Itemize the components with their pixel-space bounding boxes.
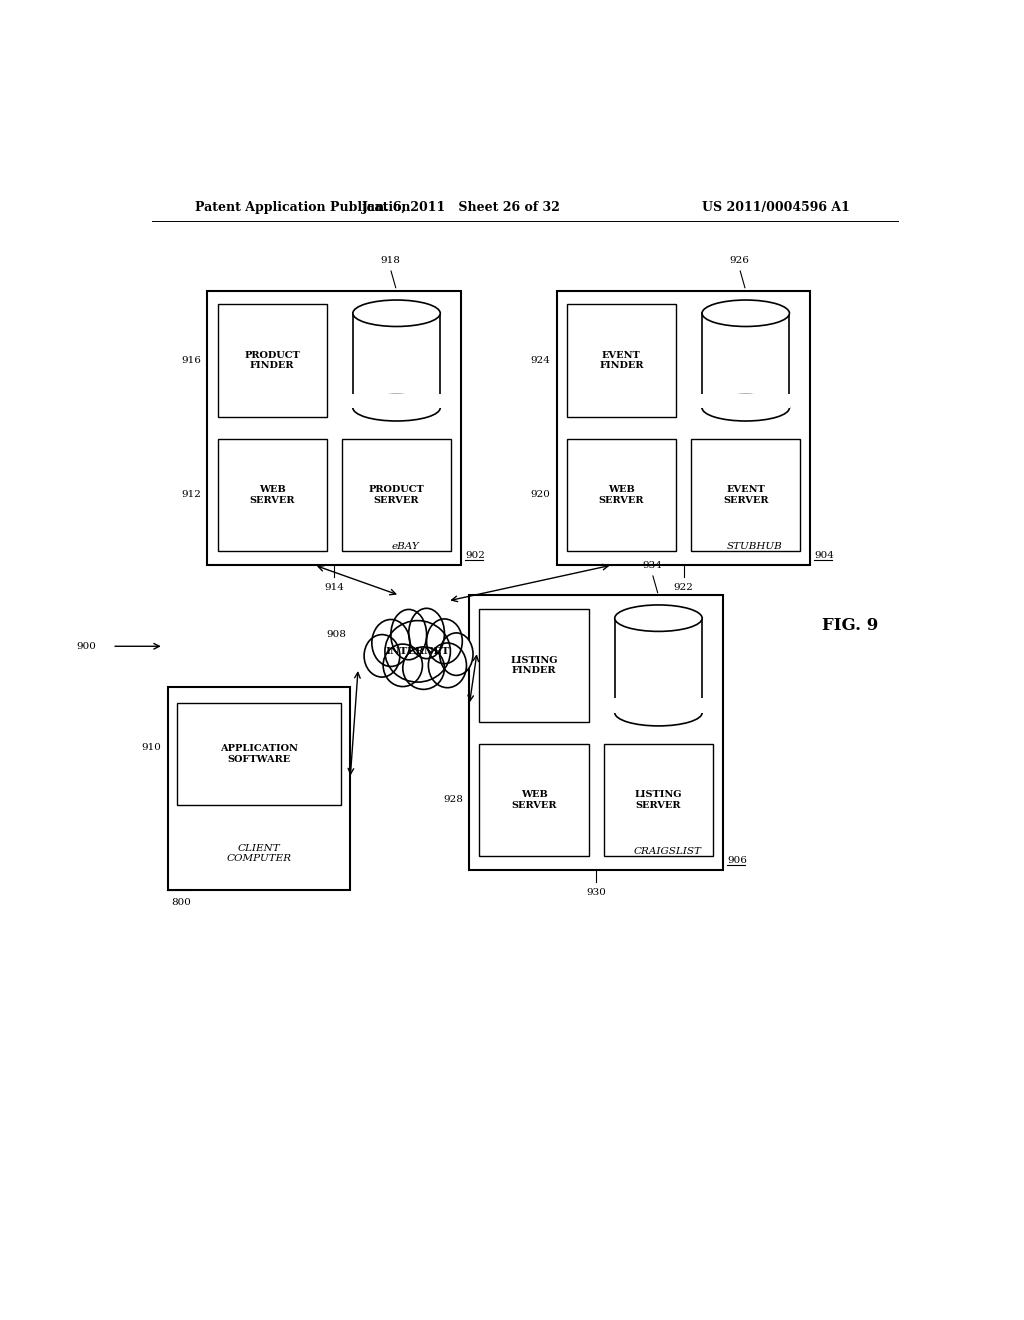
Bar [479,609,589,722]
Text: 916: 916 [181,356,201,366]
Text: 900: 900 [77,642,96,651]
Ellipse shape [702,395,790,421]
Ellipse shape [385,620,451,682]
Text: 918: 918 [380,256,400,265]
Bar [614,618,702,713]
Text: US 2011/0004596 A1: US 2011/0004596 A1 [702,201,850,214]
Text: LISTING
FINDER: LISTING FINDER [510,656,558,675]
Text: eBAY: eBAY [391,543,419,552]
Bar [217,438,327,552]
Bar [557,290,811,565]
Text: 930: 930 [587,888,606,898]
Text: 914: 914 [325,583,344,593]
Text: 934: 934 [642,561,663,570]
Text: CRAIGSLIST: CRAIGSLIST [634,847,701,857]
Text: EVENT
FINDER: EVENT FINDER [599,351,643,370]
Ellipse shape [391,610,427,660]
Text: Jan. 6, 2011   Sheet 26 of 32: Jan. 6, 2011 Sheet 26 of 32 [361,201,561,214]
Ellipse shape [383,644,423,686]
Ellipse shape [439,632,473,676]
Bar [691,438,801,552]
Bar [353,313,440,408]
Ellipse shape [427,619,462,664]
Text: 910: 910 [141,743,162,752]
Bar [177,704,341,805]
Text: PRODUCT
SERVER: PRODUCT SERVER [369,486,424,504]
Bar [701,393,791,408]
Ellipse shape [428,643,467,688]
Text: WEB
SERVER: WEB SERVER [250,486,295,504]
Bar [469,595,723,870]
Text: WEB
SERVER: WEB SERVER [511,791,557,809]
Bar [604,743,713,857]
Bar [168,686,350,890]
Bar [566,304,676,417]
Text: LISTING
SERVER: LISTING SERVER [635,791,682,809]
Text: CATEGORY
DATABASE: CATEGORY DATABASE [369,351,425,370]
Text: 902: 902 [465,550,485,560]
Text: PRODUCT
FINDER: PRODUCT FINDER [245,351,300,370]
Ellipse shape [353,300,440,326]
Text: 920: 920 [530,491,550,499]
Ellipse shape [365,635,399,677]
Bar [352,393,441,408]
Text: CATEGORY
DATABASE: CATEGORY DATABASE [718,351,774,370]
Text: 924: 924 [530,356,550,366]
Text: CATEGORY
DATABASE: CATEGORY DATABASE [630,656,687,675]
Text: APPLICATION
SOFTWARE: APPLICATION SOFTWARE [220,744,298,764]
Text: 906: 906 [727,855,748,865]
Bar [217,304,327,417]
Text: 932: 932 [443,661,463,671]
Text: Patent Application Publication: Patent Application Publication [196,201,411,214]
Text: FIG. 9: FIG. 9 [822,618,879,635]
Text: EVENT
SERVER: EVENT SERVER [723,486,768,504]
Text: 800: 800 [172,899,191,907]
Ellipse shape [614,700,702,726]
Bar [614,698,702,713]
Ellipse shape [402,647,444,689]
Text: 922: 922 [674,583,693,593]
Ellipse shape [614,605,702,631]
Text: 926: 926 [729,256,750,265]
Text: INTERNET: INTERNET [386,647,450,656]
Text: 912: 912 [181,491,201,499]
Ellipse shape [409,609,444,659]
Ellipse shape [372,619,410,667]
Text: 908: 908 [327,630,346,639]
Text: 904: 904 [814,550,835,560]
Ellipse shape [702,300,790,326]
Bar [479,743,589,857]
Text: CLIENT
COMPUTER: CLIENT COMPUTER [226,843,292,863]
Ellipse shape [353,395,440,421]
Bar [566,438,676,552]
Bar [702,313,790,408]
Text: STUBHUB: STUBHUB [727,543,782,552]
Text: 928: 928 [443,796,463,804]
Bar [342,438,452,552]
Bar [207,290,462,565]
Text: WEB
SERVER: WEB SERVER [599,486,644,504]
